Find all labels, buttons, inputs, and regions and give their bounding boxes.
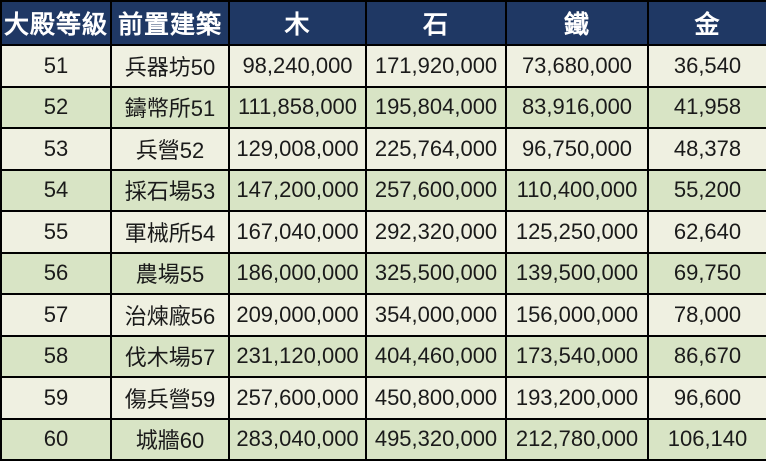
cell-hall-level: 51 [0,44,112,88]
cell-hall-level: 52 [0,85,112,129]
table-row: 58 伐木場57 231,120,000 404,460,000 173,540… [0,334,766,378]
cell-iron: 193,200,000 [505,376,649,420]
cell-wood: 147,200,000 [228,168,367,212]
cell-wood: 283,040,000 [228,417,367,461]
cell-hall-level: 59 [0,376,112,420]
cell-prereq-building: 治煉廠56 [110,293,230,337]
cell-gold: 78,000 [647,293,766,337]
cell-wood: 111,858,000 [228,85,367,129]
cell-gold: 96,600 [647,376,766,420]
cell-wood: 209,000,000 [228,293,367,337]
cell-gold: 55,200 [647,168,766,212]
cell-iron: 212,780,000 [505,417,649,461]
cell-hall-level: 60 [0,417,112,461]
cell-hall-level: 56 [0,251,112,295]
column-header-iron: 鐵 [505,0,649,46]
cell-stone: 354,000,000 [365,293,507,337]
cell-wood: 98,240,000 [228,44,367,88]
cell-iron: 139,500,000 [505,251,649,295]
cell-hall-level: 54 [0,168,112,212]
cell-gold: 69,750 [647,251,766,295]
cell-wood: 231,120,000 [228,334,367,378]
column-header-gold: 金 [647,0,766,46]
table-row: 57 治煉廠56 209,000,000 354,000,000 156,000… [0,293,766,337]
cell-gold: 48,378 [647,127,766,171]
column-header-hall-level: 大殿等級 [0,0,112,46]
cell-iron: 125,250,000 [505,210,649,254]
cell-gold: 36,540 [647,44,766,88]
cell-iron: 110,400,000 [505,168,649,212]
table-row: 60 城牆60 283,040,000 495,320,000 212,780,… [0,417,766,461]
cell-prereq-building: 軍械所54 [110,210,230,254]
cell-wood: 186,000,000 [228,251,367,295]
cell-prereq-building: 兵器坊50 [110,44,230,88]
cell-wood: 167,040,000 [228,210,367,254]
cell-hall-level: 58 [0,334,112,378]
cell-stone: 325,500,000 [365,251,507,295]
cell-wood: 129,008,000 [228,127,367,171]
cell-prereq-building: 採石場53 [110,168,230,212]
cell-iron: 156,000,000 [505,293,649,337]
column-header-stone: 石 [365,0,507,46]
cell-stone: 495,320,000 [365,417,507,461]
cell-prereq-building: 兵營52 [110,127,230,171]
cell-stone: 225,764,000 [365,127,507,171]
cell-prereq-building: 城牆60 [110,417,230,461]
cell-wood: 257,600,000 [228,376,367,420]
cell-gold: 41,958 [647,85,766,129]
cell-iron: 83,916,000 [505,85,649,129]
cell-gold: 106,140 [647,417,766,461]
table-row: 51 兵器坊50 98,240,000 171,920,000 73,680,0… [0,44,766,88]
column-header-prereq-building: 前置建築 [110,0,230,46]
cell-prereq-building: 伐木場57 [110,334,230,378]
cell-gold: 86,670 [647,334,766,378]
cell-hall-level: 53 [0,127,112,171]
cell-prereq-building: 農場55 [110,251,230,295]
cell-stone: 450,800,000 [365,376,507,420]
cell-gold: 62,640 [647,210,766,254]
cell-stone: 292,320,000 [365,210,507,254]
table-row: 53 兵營52 129,008,000 225,764,000 96,750,0… [0,127,766,171]
cell-stone: 404,460,000 [365,334,507,378]
cell-hall-level: 57 [0,293,112,337]
table-row: 56 農場55 186,000,000 325,500,000 139,500,… [0,251,766,295]
table-row: 54 採石場53 147,200,000 257,600,000 110,400… [0,168,766,212]
table-row: 55 軍械所54 167,040,000 292,320,000 125,250… [0,210,766,254]
cell-iron: 73,680,000 [505,44,649,88]
table-row: 52 鑄幣所51 111,858,000 195,804,000 83,916,… [0,85,766,129]
cell-prereq-building: 傷兵營59 [110,376,230,420]
column-header-wood: 木 [228,0,367,46]
cell-stone: 171,920,000 [365,44,507,88]
cell-stone: 257,600,000 [365,168,507,212]
cell-iron: 96,750,000 [505,127,649,171]
cell-prereq-building: 鑄幣所51 [110,85,230,129]
cell-iron: 173,540,000 [505,334,649,378]
table-row: 59 傷兵營59 257,600,000 450,800,000 193,200… [0,376,766,420]
header-row: 大殿等級 前置建築 木 石 鐵 金 [0,0,766,46]
cell-stone: 195,804,000 [365,85,507,129]
cell-hall-level: 55 [0,210,112,254]
